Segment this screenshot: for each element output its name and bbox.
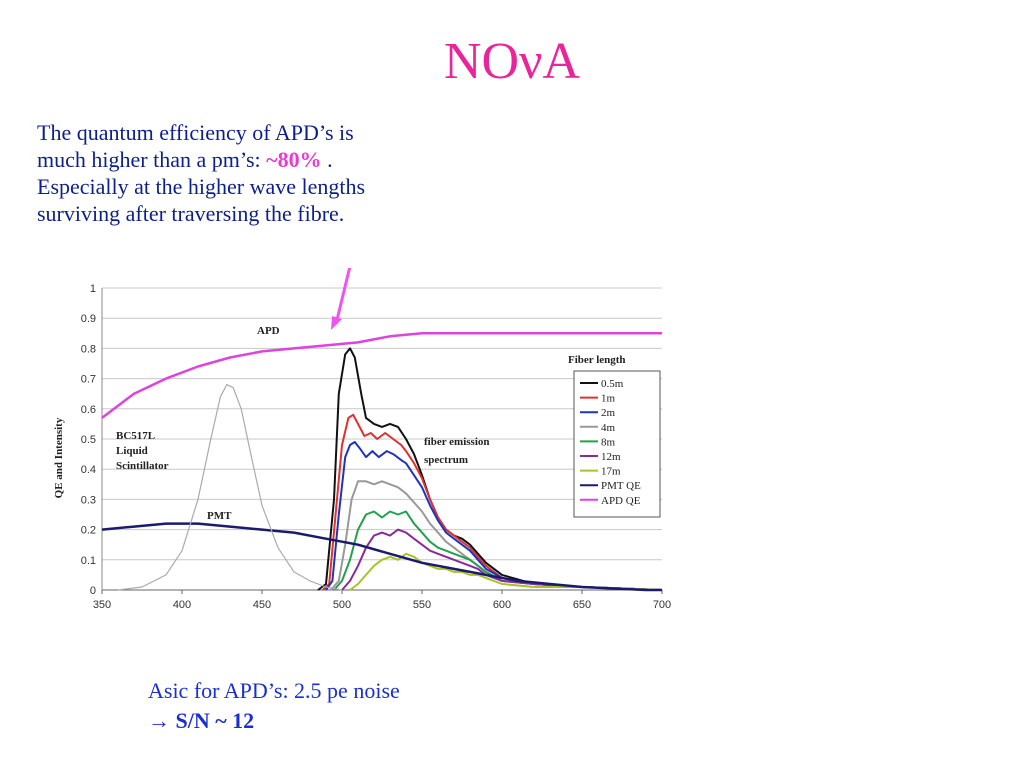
fiber-label-2: spectrum: [424, 454, 468, 466]
fiber-label-1: fiber emission: [424, 436, 490, 448]
legend-item: 0.5m: [601, 378, 624, 390]
series-line-pmt-qe: [101, 522, 662, 592]
slide-title: NOνA: [443, 33, 581, 90]
x-tick-label: 400: [173, 599, 191, 611]
legend-items: 0.5m 1m 2m 4m 8m 12m 17m PMT QE APD QE: [580, 378, 641, 507]
series-line-17m: [349, 552, 663, 591]
y-tick-label: 0.5: [81, 434, 96, 446]
pointer-arrow-shaft: [334, 268, 352, 325]
sn-ratio: S/N ~ 12: [175, 708, 255, 733]
legend-title: Fiber length: [568, 354, 626, 366]
series-line-8m: [333, 510, 663, 591]
x-tick-label: 350: [93, 599, 111, 611]
scintillator-label-2: Liquid: [116, 445, 148, 457]
series-line-0_5m: [317, 347, 663, 591]
series-line-scintillator: [117, 384, 343, 591]
intro-line-1: The quantum efficiency of APD’s is: [37, 120, 354, 145]
y-tick-label: 0: [90, 585, 96, 597]
legend: Fiber length 0.5m 1m 2m 4m 8m 12m 17m PMT QE APD…: [568, 354, 661, 518]
y-tick-label: 0.7: [81, 374, 96, 386]
y-tick-label: 0.9: [81, 313, 96, 325]
legend-item: 8m: [601, 436, 616, 448]
legend-item: 2m: [601, 407, 616, 419]
series-line-1m: [322, 413, 663, 591]
y-tick-label: 0.2: [81, 525, 96, 537]
y-tick-label: 0.6: [81, 404, 96, 416]
footer-line-2: → S/N ~ 12: [148, 706, 400, 736]
legend-box: [573, 370, 661, 518]
apd-annotation: APD: [257, 325, 280, 337]
intro-text: The quantum efficiency of APD’s is much …: [37, 119, 507, 227]
x-tick-label: 600: [493, 599, 511, 611]
legend-item: 17m: [601, 466, 621, 478]
scintillator-label-1: BC517L: [116, 430, 155, 442]
tick-layer: 1 0.9 0.8 0.7 0.6 0.5 0.4 0.3 0.2 0.1 0 350 400 450 50…: [81, 283, 671, 611]
legend-item: APD QE: [601, 495, 641, 507]
pmt-annotation: PMT: [207, 510, 232, 522]
intro-line-4: surviving after traversing the fibre.: [37, 201, 345, 226]
x-tick-label: 450: [253, 599, 271, 611]
footer-line-1: Asic for APD’s: 2.5 pe noise: [148, 678, 400, 703]
intro-line-2: much higher than a pm’s: ~80% .: [37, 146, 507, 173]
intro-line-3: Especially at the higher wave lengths: [37, 174, 366, 199]
series-line-apd-qe: [101, 332, 662, 419]
arrow-icon: →: [148, 708, 170, 733]
y-tick-label: 0.8: [81, 343, 96, 355]
intro-line-2-prefix: much higher than a pm’s:: [37, 147, 267, 172]
pointer-arrow-head: [331, 316, 342, 330]
apd-pointer-arrow: [331, 268, 352, 330]
x-tick-label: 550: [413, 599, 431, 611]
y-tick-label: 0.3: [81, 494, 96, 506]
y-tick-label: 0.1: [81, 555, 96, 567]
legend-item: 12m: [601, 451, 621, 463]
qe-highlight: ~80%: [266, 147, 322, 172]
legend-item: 4m: [601, 422, 616, 434]
intro-line-2-suffix: .: [321, 147, 333, 172]
x-tick-label: 650: [573, 599, 591, 611]
footer-text: Asic for APD’s: 2.5 pe noise → S/N ~ 12: [148, 676, 400, 736]
series-layer: [101, 332, 663, 592]
scintillator-label-3: Scintillator: [116, 460, 169, 472]
qe-chart-svg: 1 0.9 0.8 0.7 0.6 0.5 0.4 0.3 0.2 0.1 0 350 400 450 50…: [53, 268, 671, 611]
x-tick-label: 700: [653, 599, 671, 611]
series-line-2m: [325, 441, 663, 591]
grid-layer: [101, 287, 662, 591]
qe-chart: 1 0.9 0.8 0.7 0.6 0.5 0.4 0.3 0.2 0.1 0 350 400 450 50…: [44, 268, 694, 628]
x-tick-label: 500: [333, 599, 351, 611]
legend-item: PMT QE: [601, 480, 641, 492]
legend-item: 1m: [601, 393, 616, 405]
y-tick-label: 1: [90, 283, 96, 295]
y-axis-label: QE and Intensity: [53, 417, 65, 498]
y-tick-label: 0.4: [81, 464, 96, 476]
